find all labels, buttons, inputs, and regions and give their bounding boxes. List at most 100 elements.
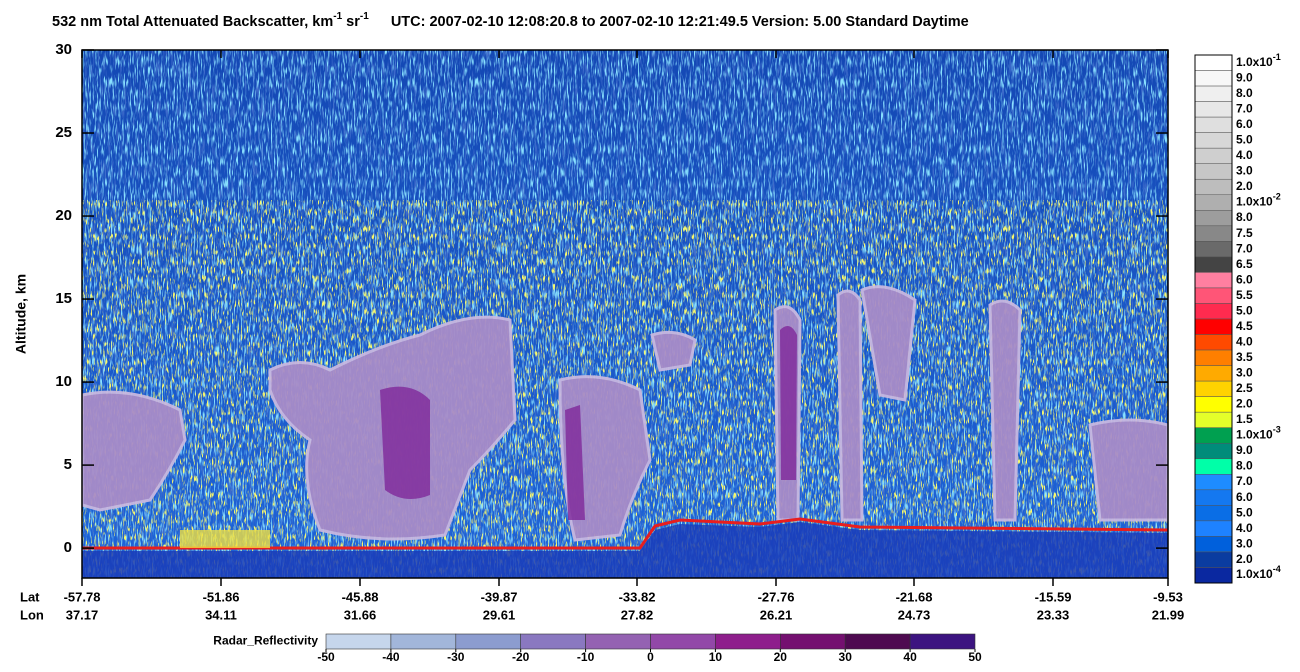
x-tick-label: 21.99 — [1152, 607, 1185, 622]
cloud — [860, 285, 917, 402]
colorbar-cell — [1194, 349, 1233, 366]
radar-bar-tick-label: 50 — [968, 650, 982, 664]
y-tick-label: 25 — [55, 124, 72, 141]
radar-bar-cell — [325, 633, 392, 650]
radar-bar-cell — [779, 633, 846, 650]
colorbar-cell — [1194, 241, 1233, 258]
colorbar-cell — [1194, 318, 1233, 335]
colorbar-cell — [1194, 458, 1233, 475]
x-tick-label: 27.82 — [621, 607, 654, 622]
colorbar-cell — [1194, 256, 1233, 273]
colorbar-label: 8.0 — [1236, 210, 1253, 224]
colorbar-label-base: 1.0x10 — [1236, 55, 1273, 69]
colorbar-cell — [1194, 365, 1233, 382]
radar-bar-cell — [585, 633, 651, 650]
colorbar-cell — [1194, 411, 1233, 428]
radar-bar-tick-label: 30 — [839, 650, 853, 664]
colorbar-label: 7.0 — [1236, 102, 1253, 116]
chart-title: 532 nm Total Attenuated Backscatter, km-… — [52, 11, 969, 30]
colorbar-cell — [1194, 287, 1233, 304]
radar-bar-tick-label: 40 — [903, 650, 917, 664]
radar-bar-tick-label: -40 — [382, 650, 400, 664]
colorbar-cell — [1194, 225, 1233, 242]
x-tick-label: -33.82 — [619, 589, 656, 604]
radar-bar-tick-label: -30 — [447, 650, 465, 664]
radar-bar-cell — [390, 633, 457, 650]
colorbar-label-exp: -1 — [1273, 52, 1281, 62]
colorbar-cell — [1194, 178, 1233, 196]
plot-frame — [81, 49, 1169, 579]
colorbar-label: 6.0 — [1236, 272, 1253, 286]
x-row-name: Lon — [20, 607, 44, 622]
x-tick-label: -39.87 — [481, 589, 518, 604]
colorbar-label: 6.0 — [1236, 117, 1253, 131]
colorbar-cell — [1194, 210, 1233, 227]
radar-bar-cell — [455, 633, 521, 650]
x-tick-label: 29.61 — [483, 607, 516, 622]
colorbar-label: 2.0 — [1236, 397, 1253, 411]
colorbar-cell — [1194, 427, 1233, 444]
colorbar-label-base: 1.0x10 — [1236, 428, 1273, 442]
colorbar-cell — [1194, 567, 1233, 584]
colorbar-cell — [1194, 116, 1233, 133]
cloud-core — [565, 405, 585, 520]
x-row-name: Lat — [20, 589, 40, 604]
x-tick-label: 26.21 — [760, 607, 793, 622]
radar-bar-title: Radar_Reflectivity — [213, 634, 318, 648]
colorbar-label-exp: -3 — [1273, 425, 1281, 435]
x-tick-label: -51.86 — [203, 589, 240, 604]
colorbar-label: 8.0 — [1236, 459, 1253, 473]
cloud — [988, 299, 1022, 522]
y-tick-label: 15 — [55, 290, 72, 307]
radar-bar-cell — [650, 633, 716, 650]
colorbar-label-exp: -2 — [1273, 192, 1281, 202]
colorbar-label: 1.5 — [1236, 412, 1253, 426]
radar-bar-cell — [715, 633, 781, 650]
colorbar-frame — [1194, 54, 1233, 584]
x-tick-label: -21.68 — [896, 589, 933, 604]
colorbar-cell — [1194, 70, 1233, 87]
x-tick-label: -27.76 — [758, 589, 795, 604]
cloud-core — [380, 386, 430, 499]
y-tick-label: 5 — [64, 456, 72, 473]
colorbar-cell — [1194, 380, 1233, 397]
colorbar-label: 9.0 — [1236, 443, 1253, 457]
colorbar-cell — [1194, 474, 1233, 491]
colorbar-label-base: 1.0x10 — [1236, 567, 1273, 581]
radar-bar-tick-label: -10 — [577, 650, 595, 664]
y-tick-label: 10 — [55, 373, 72, 390]
colorbar-cell — [1194, 132, 1233, 149]
colorbar-cell — [1194, 303, 1233, 320]
colorbar-cell — [1194, 101, 1233, 118]
title-exp: -1 — [360, 11, 369, 22]
surface-line — [82, 517, 1168, 550]
cloud — [650, 330, 697, 372]
cloud — [82, 390, 187, 512]
colorbar-label: 3.0 — [1236, 164, 1253, 178]
subsurface — [82, 522, 1168, 578]
x-tick-label: 34.11 — [205, 607, 237, 622]
colorbar-label: 5.0 — [1236, 303, 1253, 317]
radar-bar-tick-label: -20 — [512, 650, 530, 664]
x-tick-label: 24.73 — [898, 607, 931, 622]
colorbar-label-base: 1.0x10 — [1236, 195, 1273, 209]
x-tick-label: 31.66 — [344, 607, 377, 622]
colorbar-label: 7.0 — [1236, 474, 1253, 488]
x-tick-label: 37.17 — [66, 607, 99, 622]
cloud — [1088, 418, 1168, 522]
colorbar-cell — [1194, 334, 1233, 351]
colorbar-label: 7.0 — [1236, 241, 1253, 255]
y-tick-label: 20 — [55, 207, 72, 224]
colorbar-label: 8.0 — [1236, 86, 1253, 100]
radar-bar-tick-label: -50 — [317, 650, 335, 664]
colorbar-label: 2.0 — [1236, 179, 1253, 193]
colorbar-cell — [1194, 442, 1233, 460]
colorbar-label: 2.5 — [1236, 381, 1253, 395]
colorbar-label: 4.0 — [1236, 334, 1253, 348]
colorbar-label: 2.0 — [1236, 552, 1253, 566]
radar-bar-cell — [909, 633, 976, 650]
title-text: sr — [342, 14, 360, 30]
radar-bar-tick-label: 10 — [709, 650, 723, 664]
radar-bar-tick-label: 20 — [774, 650, 788, 664]
